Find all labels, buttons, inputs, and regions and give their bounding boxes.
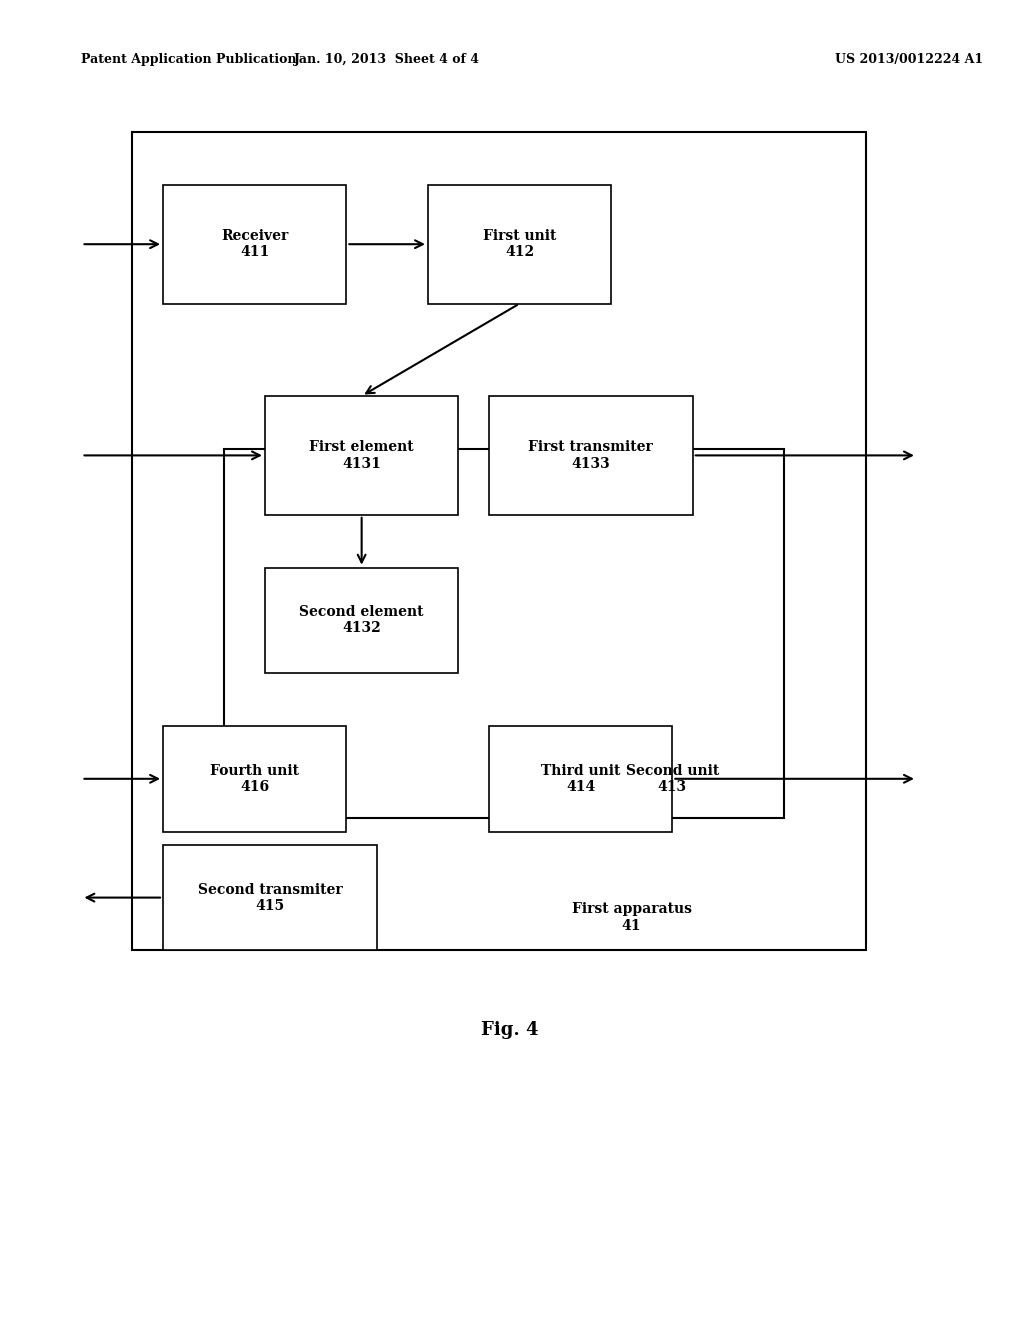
Text: First apparatus
41: First apparatus 41	[571, 903, 691, 932]
Text: Receiver
411: Receiver 411	[221, 230, 289, 259]
Text: Fig. 4: Fig. 4	[480, 1020, 538, 1039]
FancyBboxPatch shape	[132, 132, 866, 950]
Text: Patent Application Publication: Patent Application Publication	[82, 53, 297, 66]
FancyBboxPatch shape	[163, 185, 346, 304]
Text: Second transmiter
415: Second transmiter 415	[198, 883, 342, 912]
Text: First transmiter
4133: First transmiter 4133	[528, 441, 653, 470]
FancyBboxPatch shape	[489, 396, 692, 515]
Text: US 2013/0012224 A1: US 2013/0012224 A1	[836, 53, 983, 66]
FancyBboxPatch shape	[163, 845, 377, 950]
Text: Second unit
413: Second unit 413	[626, 764, 719, 793]
Text: First unit
412: First unit 412	[483, 230, 556, 259]
FancyBboxPatch shape	[265, 396, 459, 515]
Text: Fourth unit
416: Fourth unit 416	[210, 764, 299, 793]
Text: First element
4131: First element 4131	[309, 441, 414, 470]
Text: Second element
4132: Second element 4132	[299, 606, 424, 635]
FancyBboxPatch shape	[163, 726, 346, 832]
FancyBboxPatch shape	[489, 726, 673, 832]
Text: Third unit
414: Third unit 414	[541, 764, 621, 793]
FancyBboxPatch shape	[265, 568, 459, 673]
FancyBboxPatch shape	[224, 449, 784, 818]
Text: Jan. 10, 2013  Sheet 4 of 4: Jan. 10, 2013 Sheet 4 of 4	[294, 53, 480, 66]
FancyBboxPatch shape	[428, 185, 611, 304]
